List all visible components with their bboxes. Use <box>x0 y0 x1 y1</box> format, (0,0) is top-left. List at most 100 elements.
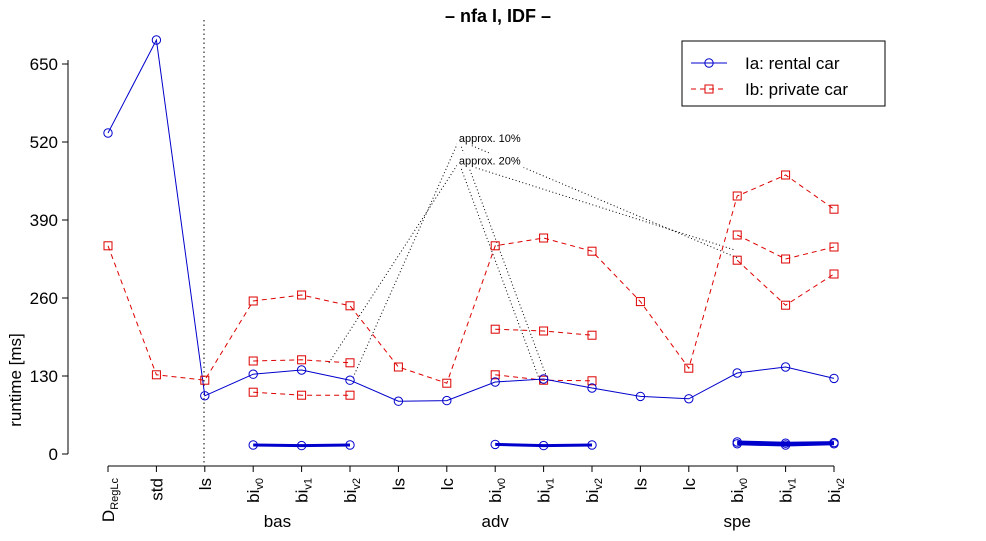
data-point <box>684 394 694 404</box>
x-tick-label-sub: v2 <box>835 478 847 490</box>
annotation-leader <box>458 161 735 251</box>
data-point <box>587 383 597 393</box>
annotation-label: approx. 20% <box>459 155 521 167</box>
y-tick-label: 260 <box>30 289 58 308</box>
data-point <box>781 170 791 180</box>
x-tick-label-base: ls <box>389 478 408 490</box>
data-point <box>297 390 307 400</box>
annotation-leader <box>351 139 460 380</box>
data-point <box>732 368 742 378</box>
data-point <box>490 439 500 450</box>
data-point <box>103 128 113 138</box>
series-segment <box>732 255 839 310</box>
data-point <box>829 373 839 384</box>
group-label: bas <box>264 512 291 531</box>
data-point <box>829 242 839 252</box>
x-tick-label-base: std <box>147 478 166 501</box>
annotation-leader <box>458 162 542 385</box>
data-point <box>151 370 161 380</box>
x-tick-label-sub: v0 <box>738 478 750 490</box>
x-tick-label-sub: v1 <box>303 478 315 490</box>
x-tick-label: ls <box>389 478 408 490</box>
data-point <box>635 297 645 307</box>
data-point <box>587 246 597 256</box>
data-point <box>297 355 307 365</box>
x-tick-label-sub: v1 <box>787 478 799 490</box>
group-label: spe <box>723 512 750 531</box>
data-point <box>248 387 258 397</box>
data-point <box>704 84 714 94</box>
x-tick-label: biv1 <box>293 478 315 503</box>
data-point <box>538 440 549 451</box>
x-tick-label: biv0 <box>486 478 508 503</box>
data-point <box>248 440 258 450</box>
data-point <box>732 191 742 201</box>
x-tick-label-base: bi <box>535 490 554 503</box>
y-axis-label: runtime [ms] <box>6 333 25 427</box>
data-point <box>345 390 355 400</box>
series-segment <box>490 324 597 340</box>
x-tick-label: biv0 <box>244 478 266 503</box>
annotation-bg <box>456 131 541 146</box>
x-tick-label: biv2 <box>825 478 847 503</box>
y-axis-ticks: 0 130 260 390 520 650 <box>30 55 68 464</box>
data-point <box>539 326 549 336</box>
annotation-label: approx. 10% <box>459 133 521 145</box>
x-tick-label: lc <box>438 478 457 491</box>
x-tick-label-base: bi <box>583 490 602 503</box>
data-point <box>538 374 549 384</box>
data-point <box>103 241 113 251</box>
annotation-leader <box>458 140 547 376</box>
x-tick-label-base: lc <box>438 478 457 491</box>
annotation-bg <box>456 153 541 168</box>
group-label: adv <box>481 512 509 531</box>
x-tick-label: ls <box>631 478 650 490</box>
data-point <box>587 330 597 340</box>
data-point <box>732 439 742 449</box>
data-point <box>345 375 355 385</box>
x-tick-label: std <box>147 478 166 501</box>
data-point <box>296 440 307 451</box>
chart-title: – nfa I, IDF – <box>445 6 551 26</box>
data-point <box>829 204 839 214</box>
data-point <box>829 439 839 449</box>
data-point <box>345 301 355 311</box>
x-tick-label-base: lc <box>680 478 699 491</box>
data-point <box>442 378 452 388</box>
data-point <box>393 362 403 372</box>
x-tick-label-base: bi <box>293 490 312 503</box>
series-layer <box>103 35 839 451</box>
series-main-line <box>107 174 835 384</box>
data-point <box>781 254 791 264</box>
data-point <box>780 362 791 372</box>
x-tick-label: biv2 <box>583 478 605 503</box>
series-segment <box>248 387 355 400</box>
data-point <box>248 369 258 379</box>
data-point <box>732 230 742 240</box>
y-tick-label: 0 <box>49 445 58 464</box>
legend: Ia: rental car Ib: private car <box>681 40 886 107</box>
x-tick-label-base: bi <box>341 490 360 503</box>
data-point <box>296 365 307 375</box>
series-segment <box>248 355 355 368</box>
data-point <box>490 377 500 387</box>
data-point <box>490 241 500 251</box>
x-tick-label: biv2 <box>341 478 363 503</box>
data-point <box>587 440 597 450</box>
x-tick-label: biv0 <box>728 478 750 503</box>
x-tick-label-sub: v2 <box>593 478 605 490</box>
legend-entry: Ia: rental car <box>745 54 840 73</box>
x-tick-label: biv1 <box>535 478 557 503</box>
x-tick-label-sub: v2 <box>351 478 363 490</box>
data-point <box>732 255 742 265</box>
x-tick-label-base: bi <box>777 490 796 503</box>
x-tick-label-sub: v0 <box>496 478 508 490</box>
data-point <box>151 35 162 45</box>
annotations: approx. 10% approx. 20% <box>327 131 738 385</box>
y-tick-label: 520 <box>30 133 58 152</box>
x-tick-label: lc <box>680 478 699 491</box>
x-tick-label-base: bi <box>486 490 505 503</box>
data-point <box>684 363 694 373</box>
series-segment-line <box>495 442 593 448</box>
